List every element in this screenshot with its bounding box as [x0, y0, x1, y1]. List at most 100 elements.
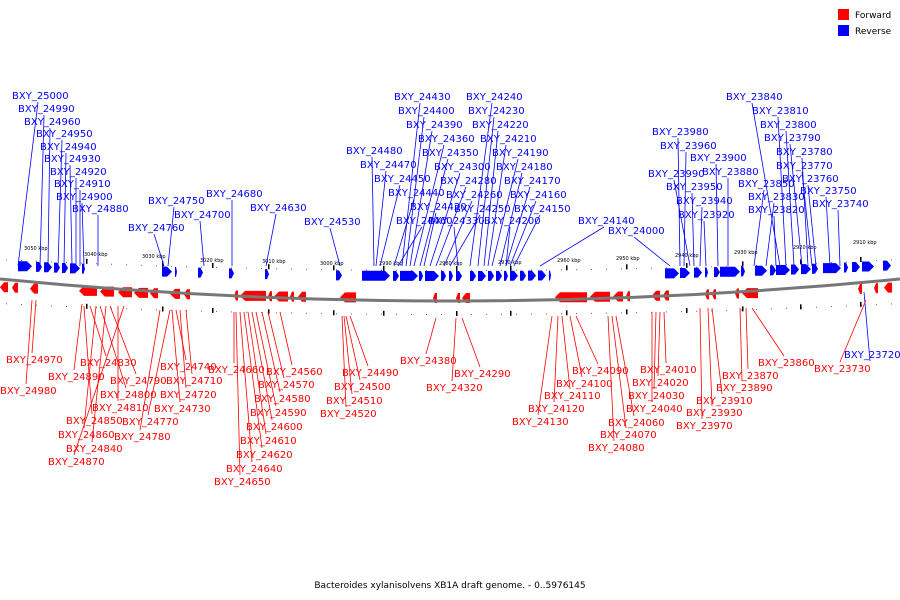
gene-label[interactable]: BXY_24920 [50, 167, 107, 178]
gene-label[interactable]: BXY_24230 [468, 106, 525, 117]
gene-arrow[interactable] [791, 264, 799, 275]
gene-arrow[interactable] [680, 268, 690, 279]
gene-label[interactable]: BXY_23950 [666, 182, 723, 193]
gene-label[interactable]: BXY_24450 [374, 174, 431, 185]
gene-label[interactable]: BXY_24600 [246, 422, 303, 433]
gene-label[interactable]: BXY_24700 [174, 210, 231, 221]
gene-label[interactable]: BXY_24060 [608, 418, 665, 429]
gene-label[interactable]: BXY_24930 [44, 154, 101, 165]
gene-arrow[interactable] [298, 291, 306, 302]
gene-label[interactable]: BXY_24400 [398, 106, 455, 117]
gene-arrow[interactable] [510, 270, 518, 281]
gene-label[interactable]: BXY_24510 [326, 396, 383, 407]
gene-label[interactable]: BXY_23930 [686, 408, 743, 419]
gene-label[interactable]: BXY_24490 [342, 368, 399, 379]
gene-arrow[interactable] [694, 267, 702, 278]
gene-label[interactable]: BXY_24180 [496, 162, 553, 173]
gene-label[interactable]: BXY_24260 [446, 190, 503, 201]
gene-arrow[interactable] [720, 266, 740, 277]
gene-label[interactable]: BXY_23870 [722, 371, 779, 382]
gene-label[interactable]: BXY_24020 [632, 378, 689, 389]
gene-label[interactable]: BXY_24720 [160, 390, 217, 401]
gene-label[interactable]: BXY_23740 [812, 199, 869, 210]
gene-arrow[interactable] [229, 268, 234, 279]
gene-label[interactable]: BXY_23780 [776, 147, 833, 158]
gene-label[interactable]: BXY_24780 [114, 432, 171, 443]
gene-arrow[interactable] [755, 265, 767, 276]
gene-label[interactable]: BXY_25000 [12, 91, 69, 102]
gene-label[interactable]: BXY_24990 [18, 104, 75, 115]
gene-arrow[interactable] [770, 265, 776, 276]
gene-label[interactable]: BXY_23910 [696, 396, 753, 407]
gene-label[interactable]: BXY_24210 [480, 134, 537, 145]
gene-arrow[interactable] [812, 263, 818, 274]
gene-label[interactable]: BXY_23920 [678, 210, 735, 221]
gene-label[interactable]: BXY_24440 [388, 188, 445, 199]
gene-label[interactable]: BXY_24150 [514, 204, 571, 215]
gene-arrow[interactable] [419, 270, 423, 281]
gene-label[interactable]: BXY_23890 [716, 383, 773, 394]
gene-label[interactable]: BXY_24790 [110, 376, 167, 387]
gene-label[interactable]: BXY_24360 [418, 134, 475, 145]
gene-label[interactable]: BXY_24900 [56, 192, 113, 203]
gene-arrow[interactable] [823, 263, 841, 274]
gene-label[interactable]: BXY_24250 [454, 204, 511, 215]
gene-label[interactable]: BXY_24810 [92, 403, 149, 414]
gene-label[interactable]: BXY_24530 [304, 217, 361, 228]
gene-label[interactable]: BXY_23880 [702, 167, 759, 178]
gene-arrow[interactable] [70, 263, 80, 274]
gene-label[interactable]: BXY_24740 [160, 362, 217, 373]
gene-label[interactable]: BXY_24480 [346, 146, 403, 157]
gene-label[interactable]: BXY_24950 [36, 129, 93, 140]
gene-label[interactable]: BXY_24970 [6, 355, 63, 366]
gene-arrow[interactable] [852, 262, 860, 273]
gene-arrow[interactable] [62, 262, 68, 273]
gene-label[interactable]: BXY_24800 [100, 390, 157, 401]
gene-label[interactable]: BXY_24560 [266, 367, 323, 378]
gene-label[interactable]: BXY_24830 [80, 358, 137, 369]
gene-label[interactable]: BXY_24760 [128, 223, 185, 234]
gene-label[interactable]: BXY_23990 [648, 169, 705, 180]
gene-label[interactable]: BXY_23810 [752, 106, 809, 117]
gene-arrow[interactable] [520, 270, 526, 281]
gene-arrow[interactable] [488, 270, 494, 281]
gene-label[interactable]: BXY_24090 [572, 366, 629, 377]
gene-arrow[interactable] [862, 261, 874, 272]
gene-label[interactable]: BXY_24610 [240, 436, 297, 447]
gene-label[interactable]: BXY_23730 [814, 364, 871, 375]
gene-label[interactable]: BXY_24470 [360, 160, 417, 171]
gene-label[interactable]: BXY_24390 [406, 120, 463, 131]
gene-label[interactable]: BXY_23820 [748, 205, 805, 216]
gene-arrow[interactable] [449, 270, 453, 281]
gene-arrow[interactable] [36, 261, 42, 272]
gene-label[interactable]: BXY_24120 [528, 404, 585, 415]
gene-label[interactable]: BXY_23970 [676, 421, 733, 432]
gene-arrow[interactable] [162, 266, 172, 277]
gene-label[interactable]: BXY_23900 [690, 153, 747, 164]
gene-label[interactable]: BXY_24640 [226, 464, 283, 475]
gene-label[interactable]: BXY_24580 [254, 394, 311, 405]
gene-arrow[interactable] [549, 270, 551, 281]
gene-label[interactable]: BXY_24200 [484, 216, 541, 227]
gene-label[interactable]: BXY_24070 [600, 430, 657, 441]
gene-label[interactable]: BXY_24320 [426, 383, 483, 394]
gene-arrow[interactable] [776, 264, 790, 275]
gene-label[interactable]: BXY_23790 [764, 133, 821, 144]
gene-arrow[interactable] [478, 270, 486, 281]
gene-label[interactable]: BXY_24620 [236, 450, 293, 461]
gene-arrow[interactable] [400, 270, 418, 281]
gene-label[interactable]: BXY_24570 [258, 380, 315, 391]
gene-arrow[interactable] [665, 268, 679, 279]
gene-label[interactable]: BXY_24100 [556, 379, 613, 390]
gene-arrow[interactable] [456, 270, 462, 281]
gene-label[interactable]: BXY_24350 [422, 148, 479, 159]
gene-arrow[interactable] [883, 260, 891, 271]
gene-label[interactable]: BXY_23940 [676, 196, 733, 207]
gene-label[interactable]: BXY_24680 [206, 189, 263, 200]
gene-label[interactable]: BXY_23830 [748, 192, 805, 203]
gene-arrow[interactable] [705, 267, 708, 278]
gene-label[interactable]: BXY_24660 [208, 365, 265, 376]
gene-arrow[interactable] [175, 266, 177, 277]
gene-label[interactable]: BXY_24220 [472, 120, 529, 131]
gene-label[interactable]: BXY_23840 [726, 92, 783, 103]
